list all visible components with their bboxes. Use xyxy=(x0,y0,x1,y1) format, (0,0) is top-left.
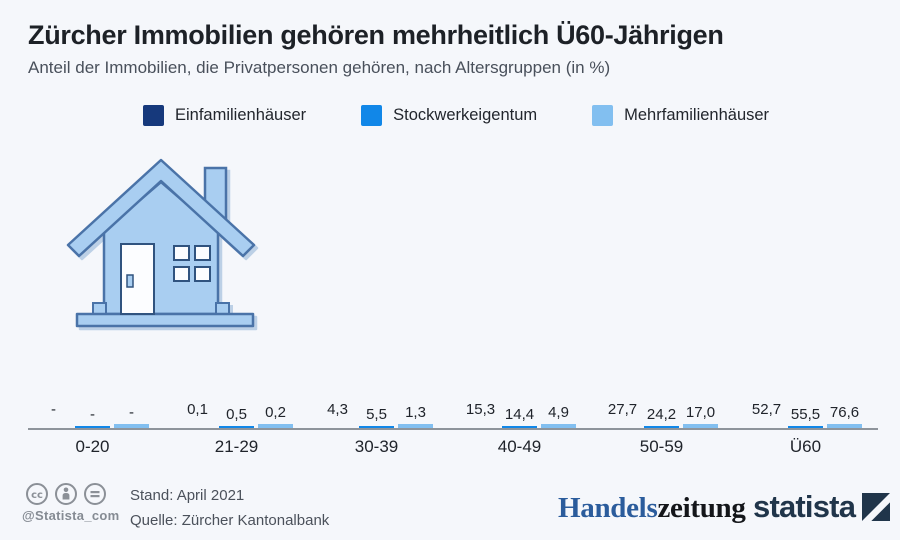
quelle-text: Quelle: Zürcher Kantonalbank xyxy=(130,512,330,529)
bar-col: 5,5 xyxy=(359,406,394,428)
bar xyxy=(258,423,293,428)
category-label: 21-29 xyxy=(214,437,259,456)
license-icons: cc xyxy=(25,482,107,506)
bar xyxy=(683,423,718,428)
bar xyxy=(114,423,149,428)
bar-group-0-20: --- xyxy=(36,401,149,428)
page-title: Zürcher Immobilien gehören mehrheitlich … xyxy=(28,20,724,50)
category-label: 0-20 xyxy=(75,437,110,456)
bar-col: - xyxy=(75,406,110,428)
bar-value-label: 27,7 xyxy=(607,401,638,418)
bar-value-label: 5,5 xyxy=(366,406,387,424)
house-illustration xyxy=(64,156,269,351)
bar xyxy=(541,423,576,428)
bar xyxy=(788,426,823,428)
bar-group-50-59: 27,7 24,2 17,0 xyxy=(605,401,718,428)
statista-mark-icon xyxy=(862,493,891,521)
bar-group-Ü60: 52,7 55,5 76,6 xyxy=(749,401,862,428)
legend-swatch-icon xyxy=(143,105,164,126)
stand-text: Stand: April 2021 xyxy=(130,487,245,504)
bar-value-label: 0,5 xyxy=(226,406,247,424)
category-label: 30-39 xyxy=(354,437,399,456)
page-subtitle: Anteil der Immobilien, die Privatpersone… xyxy=(28,58,611,77)
bar-col: 14,4 xyxy=(502,406,537,428)
bar-col: 52,7 xyxy=(749,401,784,428)
bar-col: 15,3 xyxy=(463,401,498,428)
cc-by-icon xyxy=(55,483,77,505)
bar-value-label: - xyxy=(129,403,134,421)
bar xyxy=(75,426,110,428)
bar-col: 4,9 xyxy=(541,404,576,428)
bar xyxy=(359,426,394,428)
bar xyxy=(219,426,254,428)
bar-value-label: - xyxy=(90,406,95,424)
bar-value-label: 76,6 xyxy=(829,403,860,421)
statista-wordmark: statista xyxy=(753,489,856,524)
bar-col: 0,5 xyxy=(219,406,254,428)
bar-col: 1,3 xyxy=(398,404,433,428)
bar-col: - xyxy=(36,401,71,428)
bar-value-label: 15,3 xyxy=(465,401,496,418)
category-label: 50-59 xyxy=(639,437,684,456)
bar-value-label: 1,3 xyxy=(405,403,426,421)
bar-value-label: 4,9 xyxy=(548,403,569,421)
svg-text:cc: cc xyxy=(31,490,43,501)
plot-area: - - - 0,1 0,5 0,2 4,3 5,5 1,3 15,3 14,4 4,9 27,7 24,2… xyxy=(0,128,900,428)
legend-swatch-icon xyxy=(361,105,383,126)
bar-value-label: 0,1 xyxy=(187,401,208,418)
x-axis-baseline xyxy=(28,428,878,430)
category-label: Ü60 xyxy=(789,437,822,456)
handelszeitung-logo[interactable]: Handelszeitung xyxy=(558,492,746,525)
bar-col: 24,2 xyxy=(644,406,679,428)
legend-item: Stockwerkeigentum xyxy=(361,105,537,126)
bar-group-30-39: 4,3 5,5 1,3 xyxy=(320,401,433,428)
bar-value-label: - xyxy=(51,401,56,418)
legend-item: Mehrfamilienhäuser xyxy=(592,105,769,126)
bar-value-label: 14,4 xyxy=(504,406,535,424)
bar xyxy=(644,426,679,428)
bar-value-label: 17,0 xyxy=(685,403,716,421)
bar-value-label: 55,5 xyxy=(790,406,821,424)
handelszeitung-logo-part1: Handels xyxy=(558,492,658,524)
bar-value-label: 4,3 xyxy=(327,401,348,418)
legend-swatch-icon xyxy=(592,105,614,126)
bar-col: 76,6 xyxy=(827,404,862,428)
bar-col: 55,5 xyxy=(788,406,823,428)
legend-label: Stockwerkeigentum xyxy=(393,106,538,124)
bar-col: 27,7 xyxy=(605,401,640,428)
category-label: 40-49 xyxy=(497,437,542,456)
cc-nd-icon xyxy=(84,483,106,505)
handelszeitung-logo-part2: zeitung xyxy=(657,492,746,524)
bar-col: 0,1 xyxy=(180,401,215,428)
source-block: Stand: April 2021 Quelle: Zürcher Kanton… xyxy=(130,483,329,533)
legend-label: Einfamilienhäuser xyxy=(175,106,307,124)
legend-item: Einfamilienhäuser xyxy=(143,105,306,126)
statista-logo[interactable]: statista xyxy=(753,489,891,525)
bar-col: - xyxy=(114,404,149,428)
bar xyxy=(502,426,537,428)
bar-value-label: 0,2 xyxy=(265,403,286,421)
legend: Einfamilienhäuser Stockwerkeigentum Mehrfa… xyxy=(143,105,769,126)
statista-handle-link[interactable]: @Statista_com xyxy=(22,508,120,523)
bar-col: 17,0 xyxy=(683,404,718,428)
bar xyxy=(827,423,862,428)
bar-group-40-49: 15,3 14,4 4,9 xyxy=(463,401,576,428)
cc-icon: cc xyxy=(26,483,48,505)
bar xyxy=(398,423,433,428)
house-icon xyxy=(66,158,256,328)
bar-col: 0,2 xyxy=(258,404,293,428)
legend-label: Mehrfamilienhäuser xyxy=(624,106,770,124)
bar-group-21-29: 0,1 0,5 0,2 xyxy=(180,401,293,428)
bar-value-label: 52,7 xyxy=(751,401,782,418)
bar-col: 4,3 xyxy=(320,401,355,428)
bar-value-label: 24,2 xyxy=(646,406,677,424)
